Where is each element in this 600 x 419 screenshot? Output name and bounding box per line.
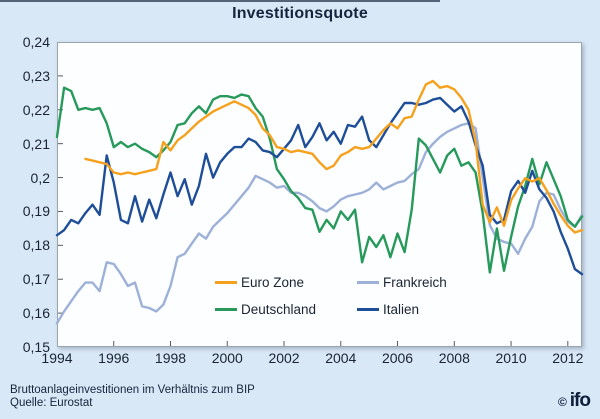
legend-label-deutschland: Deutschland bbox=[241, 302, 317, 317]
y-tick-label-0,18: 0,18 bbox=[22, 237, 50, 254]
footnote-source: Quelle: Eurostat bbox=[10, 397, 93, 409]
x-tick-label-2000: 2000 bbox=[211, 350, 243, 366]
y-tick-label-0,22: 0,22 bbox=[22, 101, 50, 118]
x-tick-label-2002: 2002 bbox=[268, 350, 300, 366]
x-tick-label-2010: 2010 bbox=[495, 350, 527, 366]
y-tick-label-0,21: 0,21 bbox=[22, 135, 50, 152]
x-tick-label-2008: 2008 bbox=[438, 350, 470, 366]
y-tick-label-0,17: 0,17 bbox=[22, 271, 50, 288]
x-tick-label-1996: 1996 bbox=[98, 350, 130, 366]
y-tick-label-0,19: 0,19 bbox=[22, 203, 50, 220]
x-tick-label-2012: 2012 bbox=[552, 350, 584, 366]
legend-item-italien: Italien bbox=[357, 302, 419, 317]
legend-item-deutschland: Deutschland bbox=[215, 302, 316, 317]
copyright-icon: © bbox=[557, 395, 567, 409]
legend-item-frankreich: Frankreich bbox=[357, 275, 447, 290]
y-tick-label-0,16: 0,16 bbox=[22, 305, 50, 322]
y-tick-label-0,23: 0,23 bbox=[22, 67, 50, 84]
italien-line-swatch bbox=[357, 308, 379, 311]
footnote-definition: Bruttoanlageinvestitionen im Verhältnis … bbox=[10, 384, 255, 396]
legend-item-euro-zone: Euro Zone bbox=[215, 275, 304, 290]
chart-title: Investitionsquote bbox=[232, 5, 368, 22]
euro-zone-line-swatch bbox=[215, 281, 237, 284]
legend-label-frankreich: Frankreich bbox=[383, 275, 447, 290]
frankreich-line-swatch bbox=[357, 281, 379, 284]
plot-area bbox=[57, 42, 582, 347]
deutschland-line-swatch bbox=[215, 308, 237, 311]
x-tick-label-2004: 2004 bbox=[325, 350, 357, 366]
y-tick-label-0,24: 0,24 bbox=[22, 34, 50, 50]
x-tick-label-1994: 1994 bbox=[41, 350, 73, 366]
ifo-logo: © ifo bbox=[557, 390, 591, 412]
legend-label-italien: Italien bbox=[383, 302, 420, 317]
y-tick-label-0,2: 0,2 bbox=[30, 169, 50, 186]
top-edge-line bbox=[0, 0, 440, 2]
x-tick-label-2006: 2006 bbox=[381, 350, 414, 366]
legend-label-euro-zone: Euro Zone bbox=[241, 275, 305, 290]
ifo-logo-text: ifo bbox=[569, 390, 591, 411]
y-tick-label-0,15: 0,15 bbox=[22, 339, 50, 355]
x-tick-label-1998: 1998 bbox=[154, 350, 187, 366]
